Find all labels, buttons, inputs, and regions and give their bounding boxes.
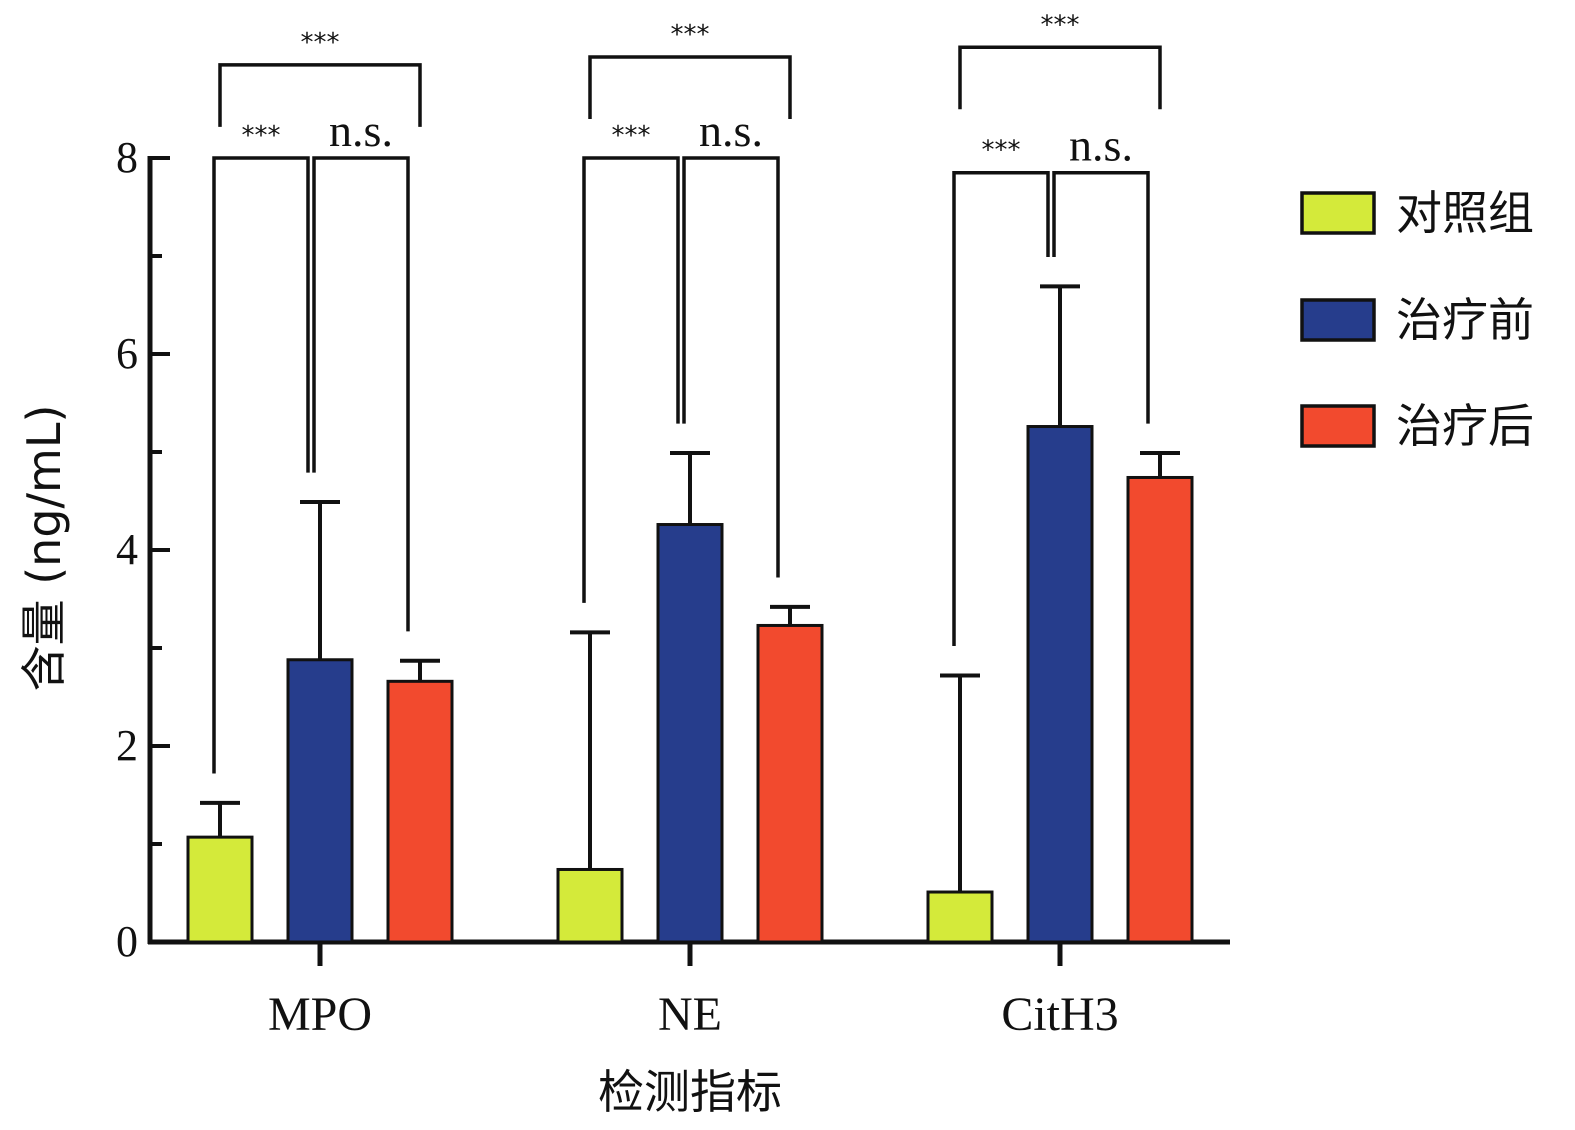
x-category-label: CitH3 (1001, 988, 1118, 1041)
significance-label: *** (242, 121, 281, 151)
significance-bracket (212, 156, 310, 774)
bar (926, 890, 994, 944)
legend-swatch (1300, 191, 1376, 235)
bar (186, 835, 254, 944)
significance-bracket (1052, 170, 1150, 424)
x-category-label: MPO (268, 988, 372, 1041)
bar (556, 867, 624, 944)
bar (656, 523, 724, 944)
significance-label: *** (301, 28, 340, 58)
significance-label: *** (982, 136, 1021, 166)
y-tick-label: 6 (116, 329, 138, 378)
bar (1126, 475, 1194, 944)
significance-label: *** (612, 121, 651, 151)
legend-label: 对照组 (1396, 186, 1534, 240)
bar (286, 658, 354, 944)
legend-label: 治疗后 (1396, 399, 1534, 453)
legend-label: 治疗前 (1396, 293, 1534, 347)
significance-label: n.s. (329, 105, 393, 156)
significance-label: n.s. (699, 105, 763, 156)
bars (186, 425, 1194, 944)
y-tick-label: 4 (116, 525, 138, 574)
significance-bracket (952, 170, 1050, 647)
y-tick-label: 2 (116, 721, 138, 770)
bar (386, 679, 454, 944)
significance-label: n.s. (1069, 120, 1133, 171)
y-tick-label: 0 (116, 917, 138, 966)
significance-bracket (682, 156, 780, 578)
significance-bracket (958, 45, 1162, 110)
axes: 0 2 4 6 8 MPO NE CitH3 (116, 133, 1230, 1041)
legend-swatch (1300, 404, 1376, 448)
bar (1026, 425, 1094, 944)
significance-brackets: *** *** n.s. *** *** n.s. *** *** n.s. (212, 10, 1162, 774)
x-category-label: NE (658, 988, 722, 1041)
x-axis-title: 检测指标 (598, 1065, 782, 1119)
significance-label: *** (671, 20, 710, 50)
y-axis-title: 含量 (ng/mL) (17, 405, 71, 692)
significance-bracket (588, 55, 792, 120)
significance-label: *** (1041, 10, 1080, 40)
bar (756, 623, 824, 944)
significance-bracket (312, 156, 410, 632)
y-tick-label: 8 (116, 133, 138, 182)
error-bars (200, 284, 1180, 893)
legend-swatch (1300, 298, 1376, 342)
significance-bracket (582, 156, 680, 603)
significance-bracket (218, 63, 422, 127)
